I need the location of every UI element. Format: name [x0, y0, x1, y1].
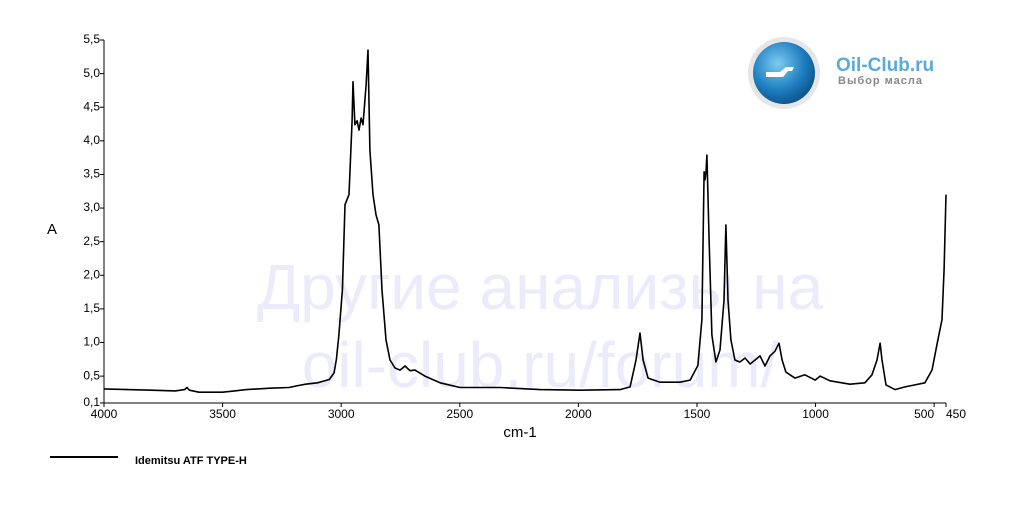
x-tick-label: 1000	[802, 407, 829, 421]
x-tick-label: 2000	[565, 407, 592, 421]
legend-label: Idemitsu ATF TYPE-H	[135, 455, 247, 467]
x-axis-label: cm-1	[503, 424, 536, 441]
x-tick-label: 450	[946, 407, 966, 421]
y-tick-label: 2,0	[83, 267, 100, 281]
x-tick-label: 2500	[446, 407, 473, 421]
x-tick-label: 3000	[328, 407, 355, 421]
y-tick-label: 0,5	[83, 368, 100, 382]
y-tick-label: 5,0	[83, 66, 100, 80]
logo-icon	[766, 67, 794, 77]
y-tick-label: 4,5	[83, 99, 100, 113]
x-tick-label: 4000	[91, 407, 118, 421]
x-tick-label: 3500	[209, 407, 236, 421]
x-tick-label: 500	[914, 407, 934, 421]
y-tick-label: 1,5	[83, 301, 100, 315]
y-tick-label: 1,0	[83, 335, 100, 349]
x-tick-label: 1500	[684, 407, 711, 421]
y-tick-label: 0,1	[83, 395, 100, 409]
y-tick-label: 5,5	[83, 32, 100, 46]
y-tick-label: 2,5	[83, 234, 100, 248]
logo-title: Oil-Club.ru	[836, 55, 934, 76]
logo-subtitle: Выбор масла	[838, 75, 923, 87]
spectrum-line	[103, 49, 947, 393]
y-axis-label: A	[47, 221, 57, 238]
y-tick-label: 3,0	[83, 200, 100, 214]
y-tick-label: 4,0	[83, 133, 100, 147]
y-tick-label: 3,5	[83, 167, 100, 181]
